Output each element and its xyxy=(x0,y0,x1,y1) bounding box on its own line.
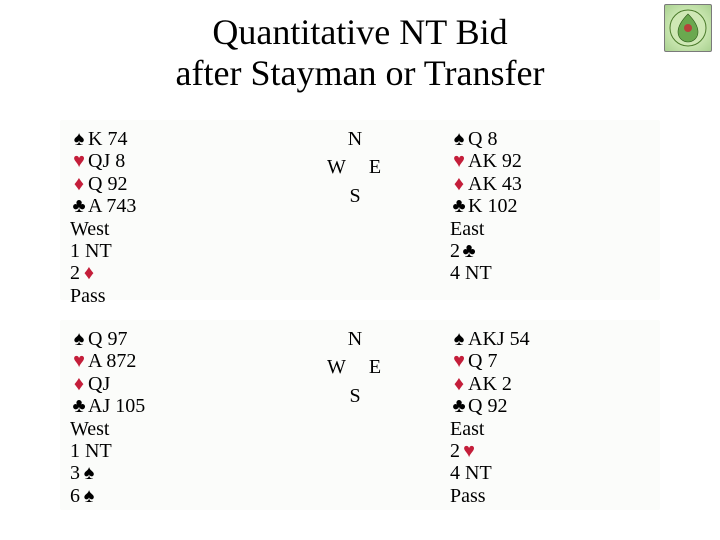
compass-s: S xyxy=(285,385,425,407)
diamond-icon: ♦ xyxy=(450,373,468,395)
bid: 1 NT xyxy=(70,240,250,262)
deal-1: ♠K 74♥QJ 8♦Q 92♣A 743West1 NT2♦Pass N W … xyxy=(60,120,660,300)
compass-s: S xyxy=(285,185,425,207)
hand-spades: ♠AKJ 54 xyxy=(450,328,650,350)
deal-1-compass: N W E S xyxy=(285,128,425,207)
deal-2-east: ♠AKJ 54♥Q 7♦AK 2♣Q 92East2♥4 NTPass xyxy=(450,328,650,507)
hand-clubs: ♣K 102 xyxy=(450,195,650,217)
diamond-icon: ♦ xyxy=(450,173,468,195)
seat-label: East xyxy=(450,418,650,440)
seat-label: West xyxy=(70,418,250,440)
hand-spades: ♠Q 8 xyxy=(450,128,650,150)
compass-we: W E xyxy=(285,356,425,378)
bid: 2♥ xyxy=(450,440,650,462)
hand-hearts: ♥Q 7 xyxy=(450,350,650,372)
hand-diamonds: ♦AK 43 xyxy=(450,173,650,195)
bid: 2♦ xyxy=(70,262,250,284)
title-line-2: after Stayman or Transfer xyxy=(176,53,545,93)
heart-icon: ♥ xyxy=(70,350,88,372)
seat-label: West xyxy=(70,218,250,240)
spade-icon: ♠ xyxy=(80,462,98,484)
club-icon: ♣ xyxy=(450,395,468,417)
slide: Quantitative NT Bid after Stayman or Tra… xyxy=(0,0,720,540)
bid: 1 NT xyxy=(70,440,250,462)
hand-diamonds: ♦Q 92 xyxy=(70,173,250,195)
deal-2-compass: N W E S xyxy=(285,328,425,407)
hand-spades: ♠Q 97 xyxy=(70,328,250,350)
hand-hearts: ♥QJ 8 xyxy=(70,150,250,172)
club-icon: ♣ xyxy=(70,395,88,417)
seat-label: East xyxy=(450,218,650,240)
hand-diamonds: ♦QJ xyxy=(70,373,250,395)
hand-clubs: ♣A 743 xyxy=(70,195,250,217)
heart-icon: ♥ xyxy=(450,350,468,372)
bid: Pass xyxy=(450,485,650,507)
diamond-icon: ♦ xyxy=(70,373,88,395)
bid: 3♠ xyxy=(70,462,250,484)
diamond-icon: ♦ xyxy=(70,173,88,195)
hand-hearts: ♥AK 92 xyxy=(450,150,650,172)
hand-diamonds: ♦AK 2 xyxy=(450,373,650,395)
spade-icon: ♠ xyxy=(450,328,468,350)
compass-we: W E xyxy=(285,156,425,178)
club-icon: ♣ xyxy=(460,240,478,262)
club-icon: ♣ xyxy=(450,195,468,217)
club-icon: ♣ xyxy=(70,195,88,217)
bid: 4 NT xyxy=(450,462,650,484)
hand-hearts: ♥A 872 xyxy=(70,350,250,372)
heart-icon: ♥ xyxy=(450,150,468,172)
heart-icon: ♥ xyxy=(460,440,478,462)
bid: 4 NT xyxy=(450,262,650,284)
bid: 6♠ xyxy=(70,485,250,507)
hand-clubs: ♣AJ 105 xyxy=(70,395,250,417)
hand-clubs: ♣Q 92 xyxy=(450,395,650,417)
title-line-1: Quantitative NT Bid xyxy=(212,12,507,52)
spade-icon: ♠ xyxy=(450,128,468,150)
deal-2: ♠Q 97♥A 872♦QJ♣AJ 105West1 NT3♠6♠ N W E … xyxy=(60,320,660,510)
compass-n: N xyxy=(285,328,425,350)
deal-1-west: ♠K 74♥QJ 8♦Q 92♣A 743West1 NT2♦Pass xyxy=(70,128,250,307)
hand-spades: ♠K 74 xyxy=(70,128,250,150)
diamond-icon: ♦ xyxy=(80,262,98,284)
deal-1-east: ♠Q 8♥AK 92♦AK 43♣K 102East2♣4 NT xyxy=(450,128,650,285)
spade-icon: ♠ xyxy=(80,485,98,507)
spade-icon: ♠ xyxy=(70,328,88,350)
heart-icon: ♥ xyxy=(70,150,88,172)
deal-2-west: ♠Q 97♥A 872♦QJ♣AJ 105West1 NT3♠6♠ xyxy=(70,328,250,507)
bid: 2♣ xyxy=(450,240,650,262)
slide-title: Quantitative NT Bid after Stayman or Tra… xyxy=(0,12,720,95)
spade-icon: ♠ xyxy=(70,128,88,150)
bid: Pass xyxy=(70,285,250,307)
compass-n: N xyxy=(285,128,425,150)
